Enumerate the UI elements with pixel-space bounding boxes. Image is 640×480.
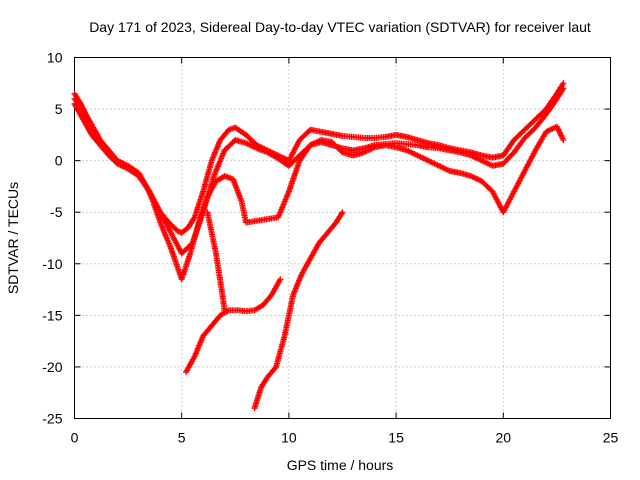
y-tick-label: -25	[42, 411, 62, 427]
y-tick-label: -10	[42, 256, 62, 272]
y-tick-label: 10	[47, 50, 63, 66]
y-tick-label: -5	[50, 204, 63, 220]
y-tick-label: -15	[42, 307, 62, 323]
plot-frame	[74, 57, 611, 419]
y-tick-label: 5	[55, 101, 63, 117]
chart-title: Day 171 of 2023, Sidereal Day-to-day VTE…	[89, 19, 591, 35]
x-tick-label: 10	[281, 430, 297, 446]
data-point	[560, 80, 567, 87]
x-tick-label: 20	[496, 430, 512, 446]
grid	[74, 57, 611, 419]
data-points	[71, 80, 567, 412]
y-tick-label: 0	[55, 153, 63, 169]
series-track-3	[71, 95, 567, 283]
y-axis-label: SDTVAR / TECUs	[5, 182, 21, 294]
data-point	[271, 365, 278, 372]
data-point	[560, 85, 567, 92]
series-track-2	[71, 85, 567, 257]
data-point	[277, 276, 284, 283]
data-point	[221, 307, 228, 314]
x-tick-label: 5	[178, 430, 186, 446]
y-tick-label: -20	[42, 359, 62, 375]
data-point	[560, 137, 567, 144]
series-track-5	[204, 209, 228, 314]
data-point	[339, 209, 346, 216]
series-track-4	[182, 276, 284, 376]
x-axis-label: GPS time / hours	[287, 457, 394, 473]
x-tick-label: 25	[603, 430, 619, 446]
series-track-6	[251, 209, 346, 412]
x-tick-label: 15	[388, 430, 404, 446]
x-tick-label: 0	[71, 430, 79, 446]
axis-ticks: 0 5 10 15 20 25 -25 -20 -15 -10 -5 0 5 10	[42, 50, 618, 446]
